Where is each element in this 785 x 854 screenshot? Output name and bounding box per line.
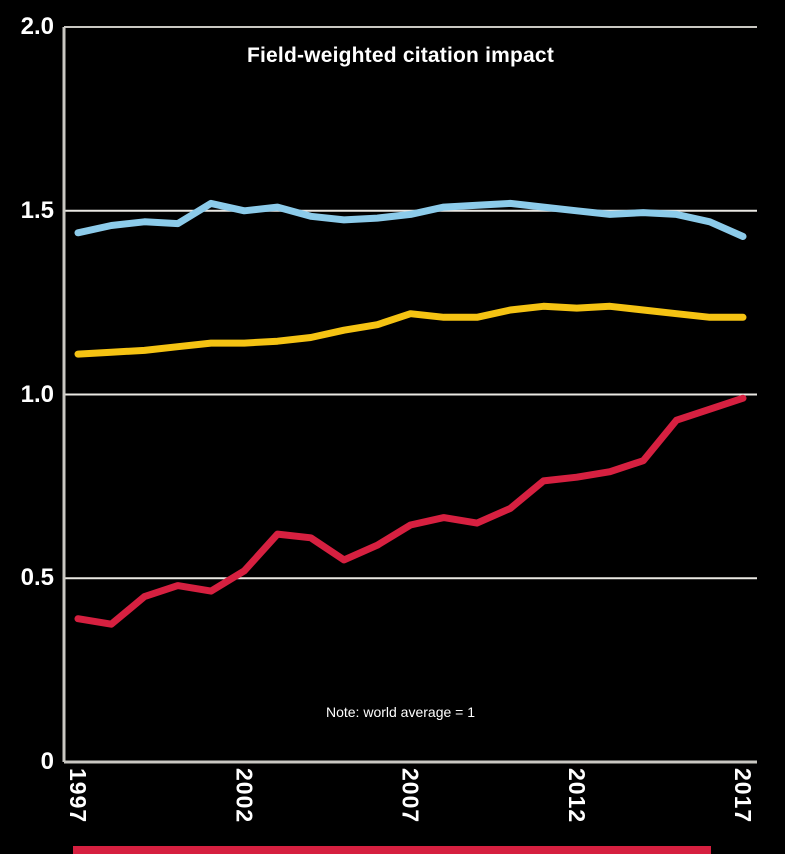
- y-tick-label: 0.5: [20, 564, 54, 592]
- chart-title: Field-weighted citation impact: [246, 44, 555, 67]
- y-tick-label: 1.5: [20, 196, 54, 224]
- y-tick-label: 1.0: [20, 380, 54, 408]
- x-tick-label: 2007: [397, 768, 424, 824]
- y-tick-label: 0: [40, 748, 54, 775]
- y-tick-label: 2.0: [20, 13, 54, 40]
- x-tick-label: 1997: [65, 768, 91, 824]
- x-tick-label: 2002: [231, 768, 258, 824]
- series-red: [74, 394, 747, 628]
- x-tick-label: 2017: [730, 768, 756, 824]
- series-blue: [74, 199, 747, 240]
- footer-red-bar: [73, 846, 711, 854]
- world-average-note: Note: world average = 1: [325, 704, 476, 720]
- x-tick-label: 2012: [563, 768, 590, 824]
- series-yellow: [74, 302, 747, 358]
